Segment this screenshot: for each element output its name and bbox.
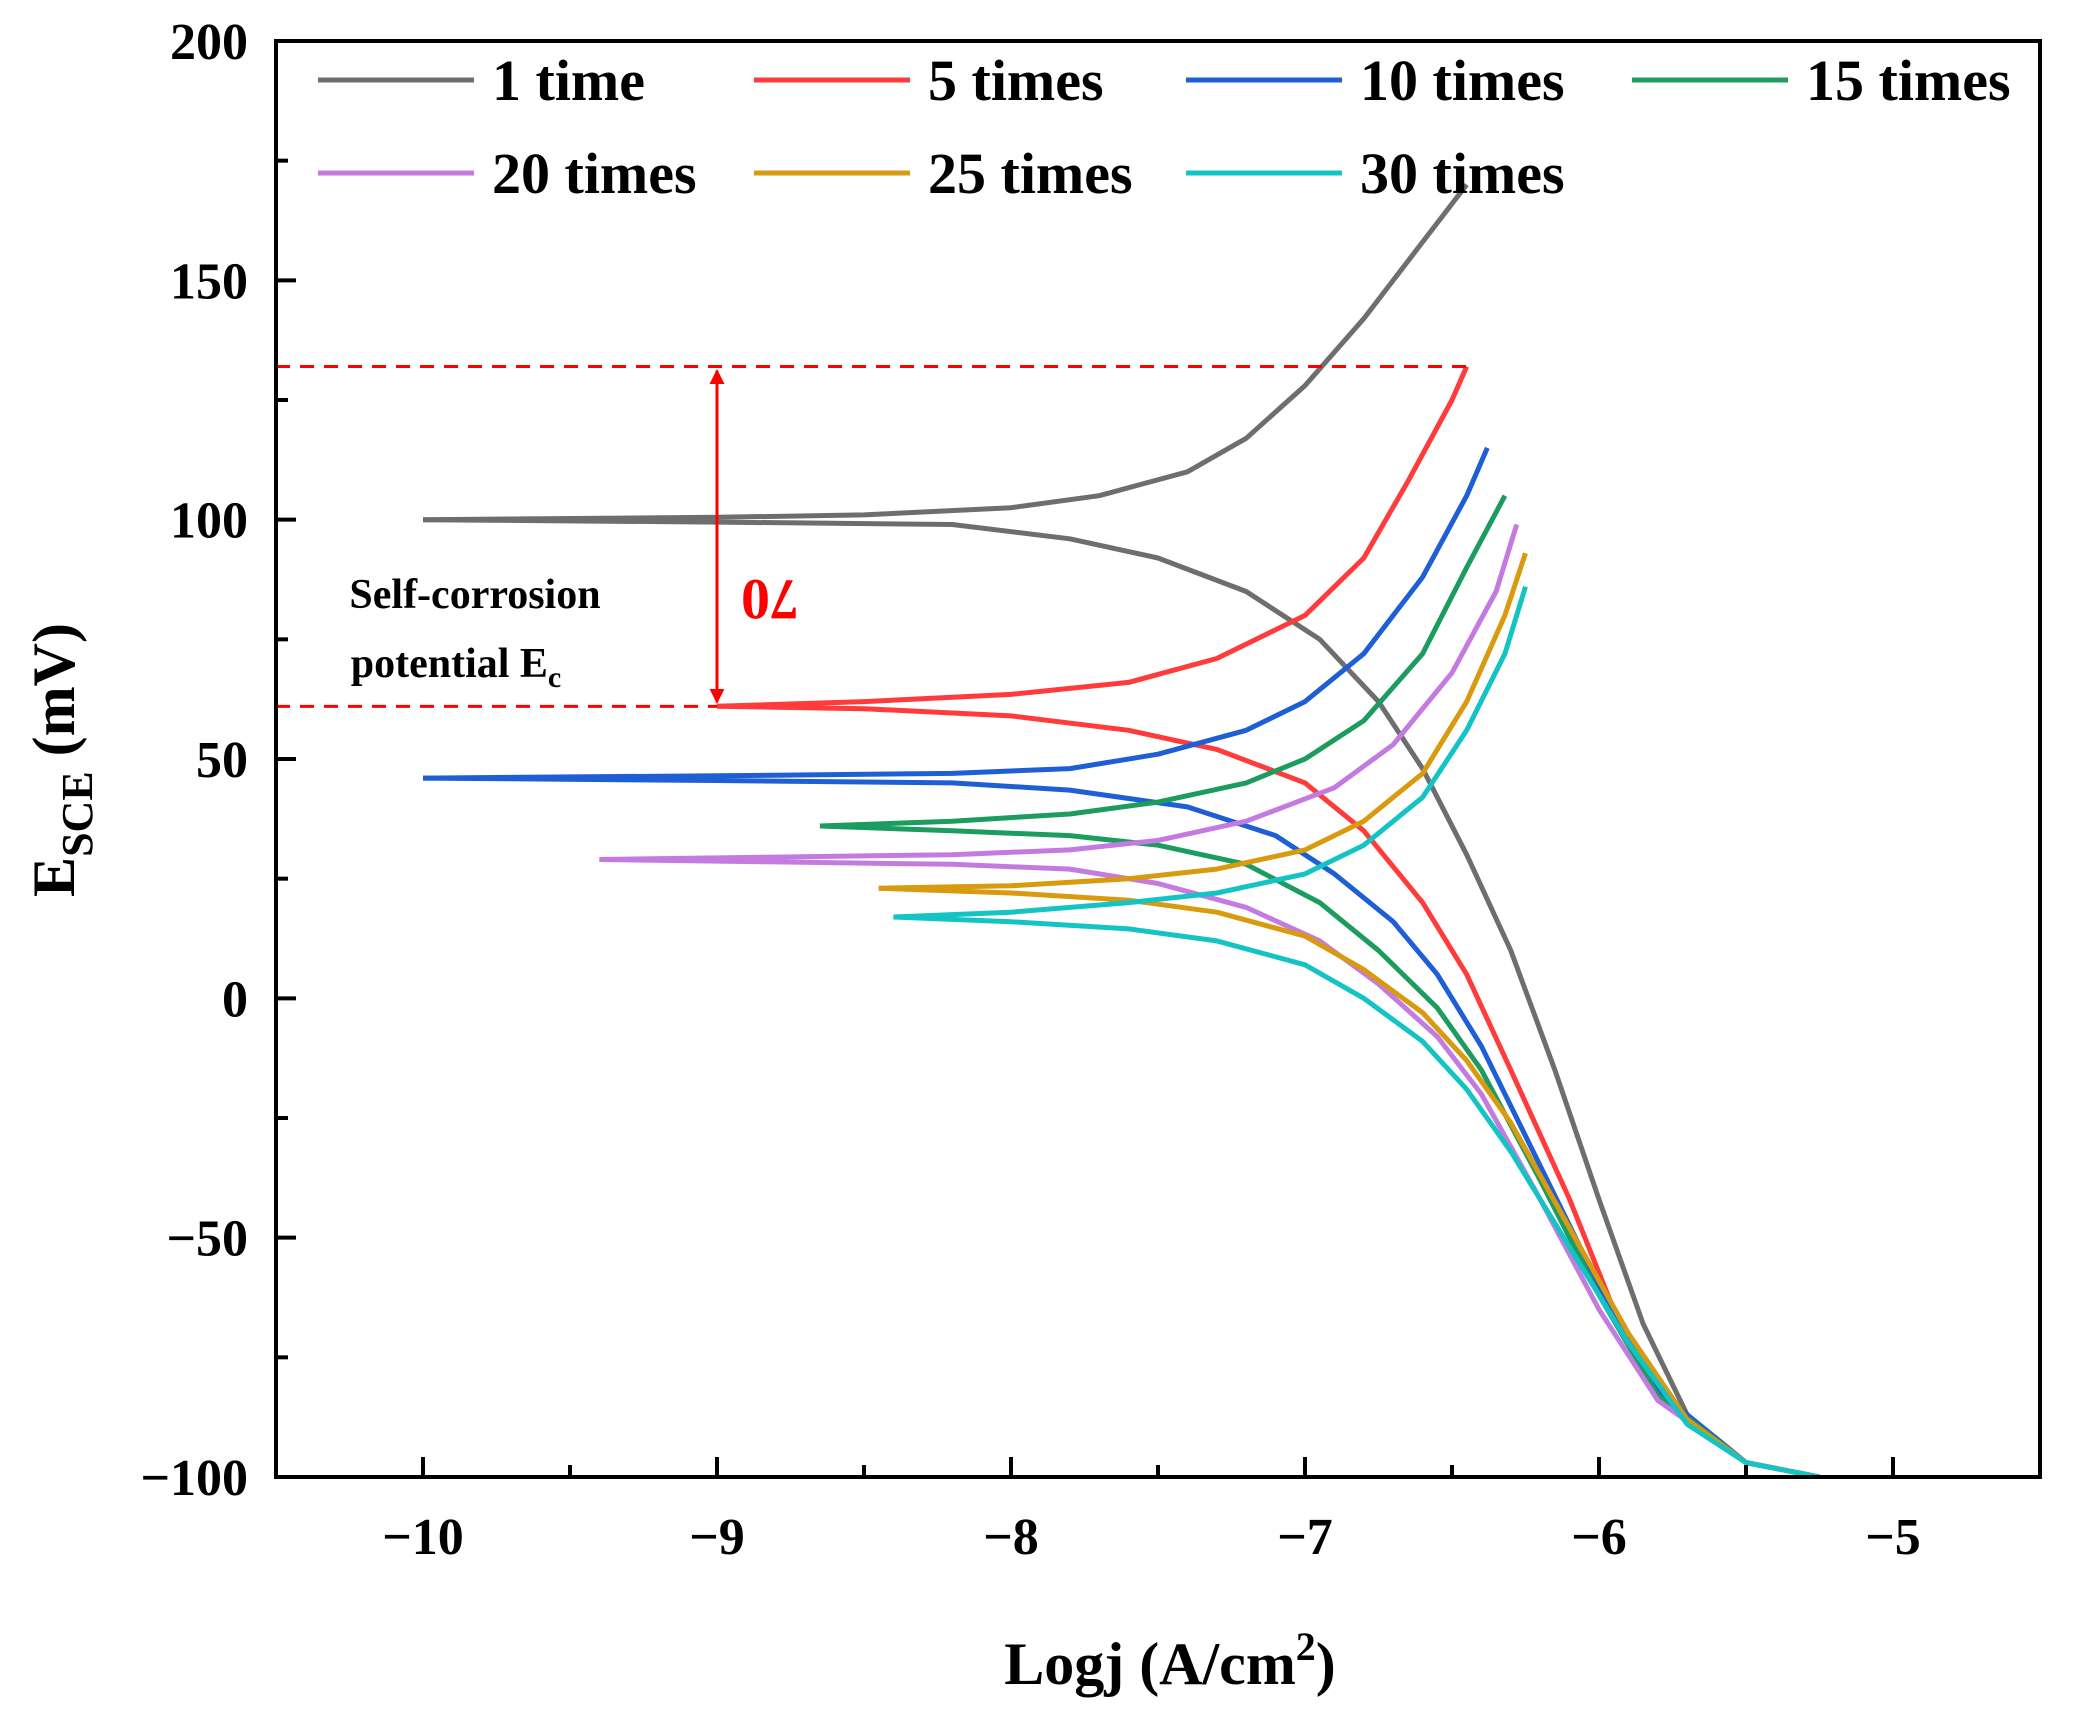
- y-tick-label: −100: [140, 1450, 248, 1507]
- series-30-times-anodic-line: [893, 585, 1528, 920]
- series-10-times-cathodic-line: [422, 775, 1820, 1477]
- ec-label-line1: Self-corrosion: [349, 572, 600, 618]
- y-tick-label: 0: [222, 971, 248, 1028]
- annotations-group: [276, 364, 1467, 708]
- x-tick-label: −9: [689, 1509, 745, 1566]
- legend-label-25-times: 25 times: [928, 141, 1133, 206]
- series-1-time-cathodic-line: [422, 517, 1820, 1477]
- ec-annotation: Self-corrosion potential Ec: [349, 572, 600, 694]
- x-tick-label: −6: [1571, 1509, 1627, 1566]
- legend: 1 time 5 times 10 times 15 times 20 times 25 …: [318, 48, 2011, 206]
- legend-label-30-times: 30 times: [1360, 141, 1565, 206]
- ec-label-line2: potential Ec: [351, 641, 562, 694]
- series-20-times-anodic-line: [599, 523, 1520, 862]
- series-15-times-cathodic-line: [819, 823, 1820, 1477]
- x-axis-ticks: −10 −9 −8 −7 −6 −5: [274, 1457, 2042, 1566]
- x-tick-label: −7: [1277, 1509, 1333, 1566]
- curves-group: [422, 183, 1820, 1477]
- legend-label-15-times: 15 times: [1806, 48, 2011, 113]
- y-axis-title: ESCE (mV): [21, 623, 102, 897]
- y-tick-label: 150: [170, 253, 248, 310]
- series-20-times-cathodic-line: [599, 857, 1820, 1477]
- y-axis-ticks: −100 −50 0 50 100 150 200: [140, 14, 296, 1507]
- y-tick-label: 200: [170, 14, 248, 71]
- legend-label-5-times: 5 times: [928, 48, 1104, 113]
- difference-value-label: 70: [741, 567, 799, 632]
- y-tick-label: 50: [196, 732, 248, 789]
- series-30-times-cathodic-line: [893, 914, 1820, 1477]
- series-25-times-cathodic-line: [878, 885, 1820, 1477]
- x-tick-label: −8: [983, 1509, 1039, 1566]
- series-25-times-anodic-line: [878, 552, 1528, 891]
- series-1-time-anodic-line: [422, 183, 1469, 523]
- x-axis-title: Logj (A/cm2): [1004, 1624, 1336, 1697]
- y-tick-label: −50: [166, 1211, 248, 1268]
- legend-label-20-times: 20 times: [492, 141, 697, 206]
- x-tick-label: −5: [1865, 1509, 1921, 1566]
- x-tick-label: −10: [382, 1509, 464, 1566]
- series-10-times-anodic-line: [422, 446, 1490, 781]
- series-15-times-anodic-line: [819, 494, 1508, 829]
- series-5-times-anodic-line: [716, 365, 1469, 709]
- legend-label-1-time: 1 time: [492, 48, 645, 113]
- legend-label-10-times: 10 times: [1360, 48, 1565, 113]
- plot-frame: [274, 39, 2042, 1479]
- y-tick-label: 100: [170, 493, 248, 550]
